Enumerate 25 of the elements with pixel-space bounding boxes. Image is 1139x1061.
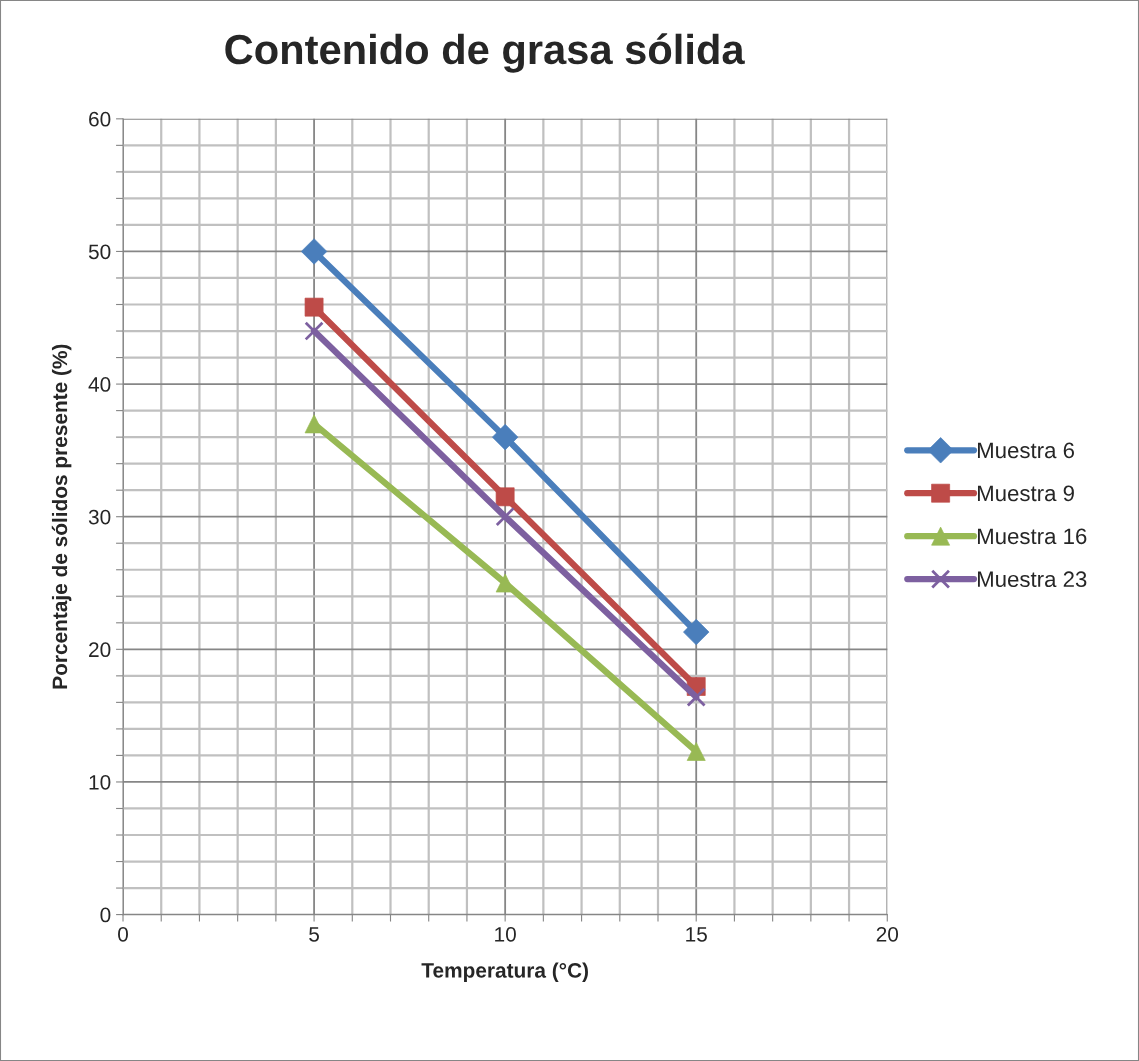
y-axis-title: Porcentaje de sólidos presente (%) xyxy=(51,344,72,689)
legend-label: Muestra 16 xyxy=(977,528,1087,545)
x-tick-label: 10 xyxy=(495,926,516,942)
legend-label: Muestra 9 xyxy=(977,485,1074,502)
point xyxy=(686,687,706,707)
point xyxy=(304,297,324,317)
point xyxy=(495,506,515,527)
y-tick-label: 60 xyxy=(89,111,111,127)
y-tick-label: 0 xyxy=(100,907,111,923)
y-tick-label: 40 xyxy=(88,377,111,392)
y-tick-label: 30 xyxy=(88,509,111,525)
x-tick-label: 0 xyxy=(118,926,128,942)
x-axis-title: Temperatura (°C) xyxy=(421,962,588,982)
point xyxy=(300,238,328,265)
point xyxy=(492,424,519,451)
y-tick-label: 20 xyxy=(89,642,111,658)
x-tick-label: 20 xyxy=(876,926,899,942)
legend-label: Muestra 6 xyxy=(977,442,1074,459)
y-tick-label: 50 xyxy=(88,244,111,260)
y-tick-label: 10 xyxy=(89,774,111,790)
point xyxy=(304,321,324,341)
x-tick-label: 5 xyxy=(309,927,319,942)
chart-title: Contenido de grasa sólida xyxy=(225,33,745,73)
legend-label: Muestra 23 xyxy=(977,571,1087,588)
x-tick-label: 15 xyxy=(686,927,707,942)
